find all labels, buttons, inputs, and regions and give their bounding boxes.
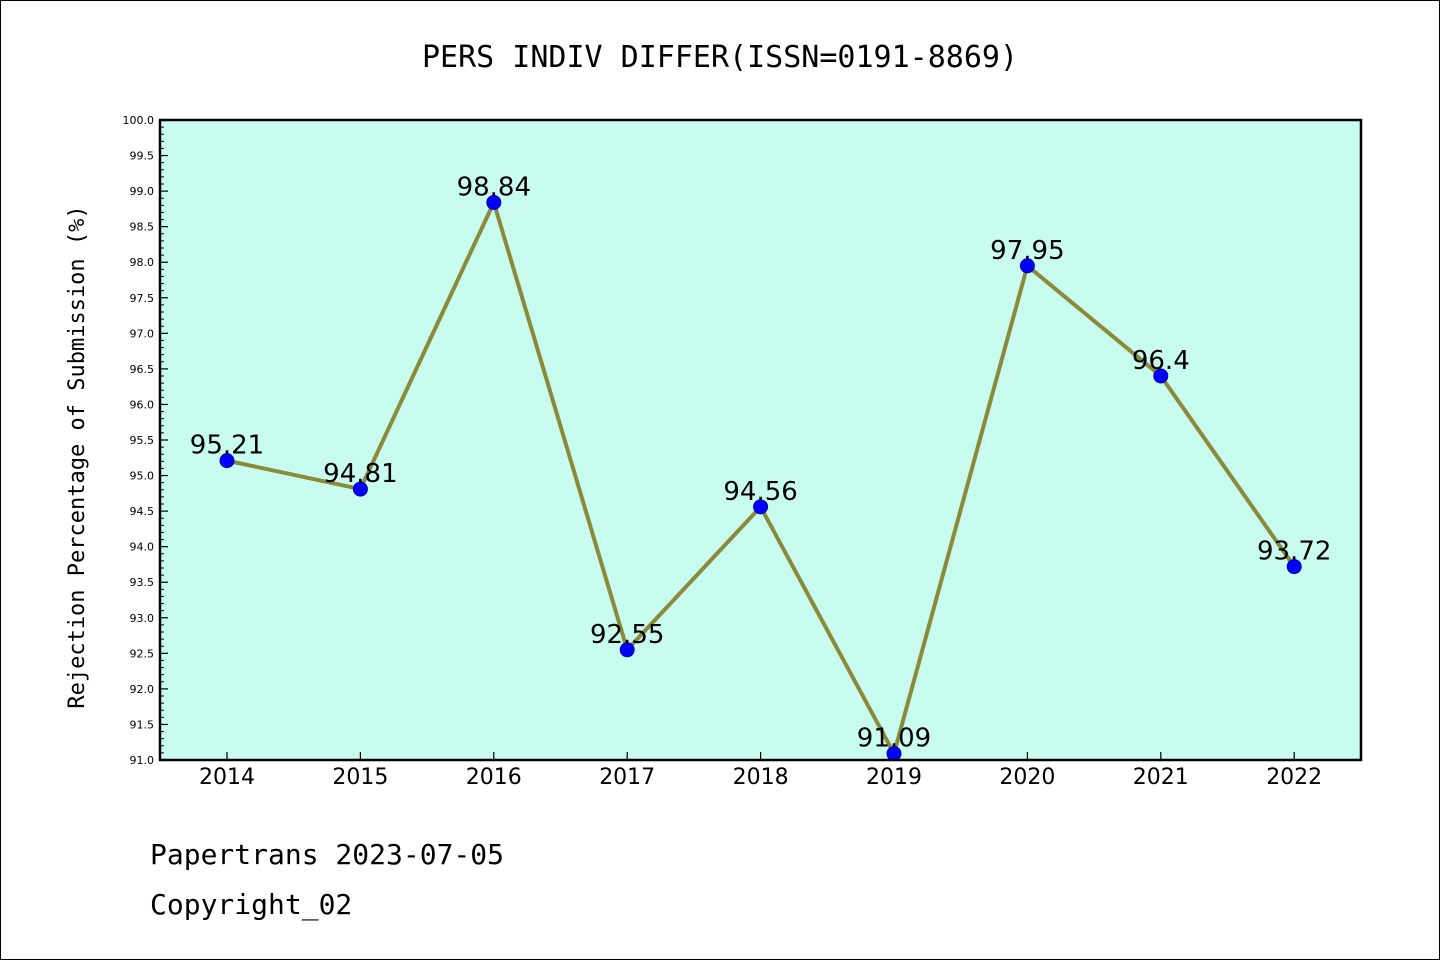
y-tick-label: 94.0 xyxy=(130,541,155,554)
y-tick-label: 96.0 xyxy=(130,398,155,411)
y-tick-label: 93.0 xyxy=(130,612,155,625)
data-point xyxy=(352,481,368,497)
data-label: 91.09 xyxy=(857,724,931,754)
footer-date: Papertrans 2023-07-05 xyxy=(150,838,504,871)
data-label: 93.72 xyxy=(1257,537,1331,567)
data-label: 98.84 xyxy=(457,172,531,202)
y-tick-label: 93.5 xyxy=(130,576,155,589)
data-label: 96.4 xyxy=(1132,346,1190,376)
footer-copyright: Copyright_02 xyxy=(150,888,352,922)
data-label: 92.55 xyxy=(590,620,664,650)
x-tick-label: 2021 xyxy=(1133,765,1189,790)
y-tick-label: 91.5 xyxy=(130,718,155,731)
chart-title: PERS INDIV DIFFER(ISSN=0191-8869) xyxy=(422,40,1018,75)
y-tick-label: 97.0 xyxy=(130,327,155,340)
y-tick-label: 97.5 xyxy=(130,292,155,305)
data-point xyxy=(486,194,502,210)
y-tick-label: 100.0 xyxy=(123,114,155,127)
y-axis-label: Rejection Percentage of Submission (%) xyxy=(65,205,90,708)
y-tick-label: 91.0 xyxy=(130,754,155,767)
x-tick-label: 2019 xyxy=(866,765,922,790)
x-tick-label: 2022 xyxy=(1266,765,1322,790)
data-label: 94.56 xyxy=(723,477,797,507)
data-point xyxy=(219,453,235,469)
x-tick-label: 2017 xyxy=(599,765,655,790)
data-point xyxy=(753,499,769,515)
y-tick-label: 92.5 xyxy=(130,647,155,660)
y-tick-label: 96.5 xyxy=(130,363,155,376)
y-tick-label: 98.5 xyxy=(130,221,155,234)
data-point xyxy=(1019,258,1035,274)
x-tick-label: 2020 xyxy=(999,765,1055,790)
data-point xyxy=(1286,559,1302,575)
data-label: 95.21 xyxy=(190,431,264,461)
data-label: 97.95 xyxy=(990,236,1064,266)
y-axis: 91.0 91.5 92.0 92.5 93.0 93.5 94.0 94.5 95.0 95.5… xyxy=(123,114,168,767)
x-tick-label: 2016 xyxy=(466,765,522,790)
plot-area xyxy=(160,120,1361,760)
data-point xyxy=(1153,368,1169,384)
y-tick-label: 99.0 xyxy=(130,185,155,198)
x-axis: 2014 2015 2016 2017 2018 2019 2020 2021 2022 xyxy=(199,752,1322,790)
data-point xyxy=(619,642,635,658)
x-tick-label: 2015 xyxy=(332,765,388,790)
data-label: 94.81 xyxy=(323,459,397,489)
plot-border xyxy=(158,118,1363,762)
x-tick-label: 2014 xyxy=(199,765,255,790)
y-tick-label: 98.0 xyxy=(130,256,155,269)
y-tick-label: 95.5 xyxy=(130,434,155,447)
y-tick-label: 92.0 xyxy=(130,683,155,696)
y-tick-label: 99.5 xyxy=(130,150,155,163)
x-tick-label: 2018 xyxy=(733,765,789,790)
data-labels: 95.21 94.81 98.84 92.55 94.56 91.09 97.95 96.4 9… xyxy=(190,172,1332,753)
data-markers xyxy=(219,194,1302,762)
y-tick-label: 94.5 xyxy=(130,505,155,518)
y-tick-label: 95.0 xyxy=(130,470,155,483)
